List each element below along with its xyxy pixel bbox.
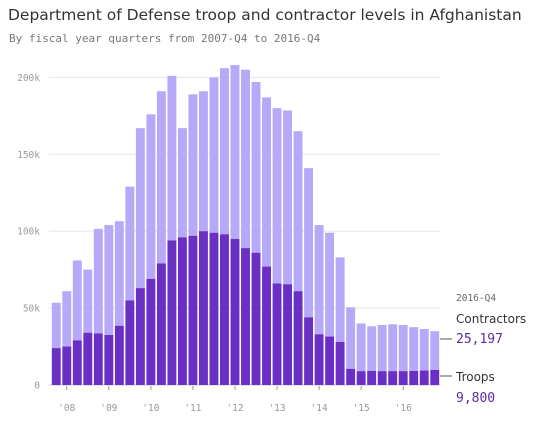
- contractors-bar: [430, 331, 440, 370]
- contractors-value: 25,197: [456, 332, 503, 347]
- contractors-bar: [51, 302, 61, 349]
- x-tick-label: '09: [100, 403, 117, 414]
- contractors-bar: [72, 260, 82, 341]
- contractors-bar: [241, 69, 250, 249]
- contractors-bar: [272, 108, 282, 284]
- contractors-bar: [93, 228, 103, 334]
- troops-bar: [188, 235, 198, 385]
- contractors-bar: [146, 114, 156, 279]
- troops-bar: [114, 325, 124, 385]
- troops-bar: [209, 232, 219, 385]
- contractors-bar: [304, 168, 314, 318]
- x-tick-label: '16: [395, 403, 412, 414]
- contractors-bar: [251, 81, 261, 253]
- troops-bar: [346, 368, 356, 385]
- troops-bar: [293, 291, 303, 385]
- troops-bar: [83, 332, 93, 385]
- troops-bar: [419, 370, 429, 385]
- troops-bar: [251, 252, 261, 385]
- x-tick-label: '10: [142, 403, 159, 414]
- troops-bar: [241, 248, 250, 385]
- axes: 0 50k 100k 150k 200k '08 '09 '10 '11 '12 '13 '14 '15…: [17, 73, 412, 414]
- bars: [51, 65, 440, 385]
- contractors-bar: [409, 327, 419, 372]
- contractors-bar: [104, 225, 114, 336]
- x-tick-label: '08: [58, 403, 75, 414]
- annotation-period: 2016-Q4: [456, 293, 496, 304]
- x-tick-label: '11: [184, 403, 201, 414]
- contractors-bar: [198, 91, 208, 232]
- contractors-bar: [314, 225, 324, 335]
- troops-bar: [388, 371, 398, 385]
- contractors-bar: [377, 325, 387, 372]
- troops-bar: [335, 341, 345, 385]
- contractors-bar: [325, 232, 335, 337]
- contractors-bar: [156, 91, 166, 264]
- y-tick-label: 150k: [17, 150, 40, 161]
- contractors-bar: [83, 269, 93, 333]
- troops-value: 9,800: [456, 391, 495, 406]
- troops-bar: [135, 288, 145, 385]
- troops-bar: [62, 346, 72, 385]
- troops-label: Troops: [455, 370, 495, 384]
- y-tick-label: 0: [34, 381, 40, 392]
- contractors-bar: [419, 329, 429, 371]
- contractors-bar: [346, 307, 356, 369]
- y-tick-label: 50k: [23, 304, 40, 315]
- contractors-bar: [335, 257, 345, 342]
- troops-bar: [51, 348, 61, 385]
- troops-bar: [283, 284, 293, 385]
- troops-bar: [125, 300, 135, 385]
- contractors-bar: [62, 291, 72, 347]
- troops-bar: [230, 238, 240, 385]
- y-tick-label: 100k: [17, 227, 40, 238]
- chart-title: Department of Defense troop and contract…: [8, 6, 522, 24]
- troops-bar: [398, 371, 408, 385]
- troops-bar: [72, 340, 82, 385]
- contractors-bar: [167, 75, 177, 241]
- troops-bar: [367, 370, 377, 385]
- end-annotation: 2016-Q4 Contractors 25,197 Troops 9,800: [440, 293, 526, 406]
- contractors-bar: [367, 326, 377, 371]
- contractors-bar: [283, 110, 293, 285]
- troops-bar: [93, 333, 103, 385]
- contractors-bar: [220, 68, 229, 235]
- troops-bar: [325, 336, 335, 385]
- x-tick-label: '13: [268, 403, 285, 414]
- troops-bar: [104, 335, 114, 385]
- contractors-bar: [114, 221, 124, 326]
- troops-bar: [198, 231, 208, 385]
- troops-bar: [146, 278, 156, 385]
- contractors-bar: [135, 128, 145, 289]
- contractors-label: Contractors: [456, 312, 526, 326]
- troops-bar: [356, 371, 366, 385]
- contractors-bar: [293, 131, 303, 292]
- x-tick-label: '15: [353, 403, 370, 414]
- contractors-bar: [356, 323, 366, 372]
- troops-bar: [377, 371, 387, 385]
- y-tick-label: 200k: [17, 73, 40, 84]
- troops-bar: [272, 283, 282, 385]
- x-tick-label: '12: [226, 403, 243, 414]
- troops-bar: [220, 234, 229, 385]
- troops-bar: [167, 240, 177, 385]
- troops-bar: [314, 334, 324, 385]
- contractors-bar: [262, 97, 271, 267]
- troops-bar: [304, 317, 314, 385]
- troops-bar: [409, 371, 419, 385]
- troops-bar: [156, 263, 166, 385]
- troops-bar: [177, 237, 187, 385]
- contractors-bar: [398, 325, 408, 372]
- contractors-bar: [209, 77, 219, 233]
- contractors-bar: [230, 65, 240, 239]
- chart-subtitle: By fiscal year quarters from 2007-Q4 to …: [9, 32, 321, 45]
- x-tick-label: '14: [311, 403, 328, 414]
- troops-bar: [262, 266, 271, 385]
- contractors-bar: [125, 186, 135, 301]
- contractors-bar: [388, 324, 398, 372]
- contractors-bar: [177, 128, 187, 238]
- contractors-bar: [188, 94, 198, 236]
- troops-bar: [430, 369, 440, 385]
